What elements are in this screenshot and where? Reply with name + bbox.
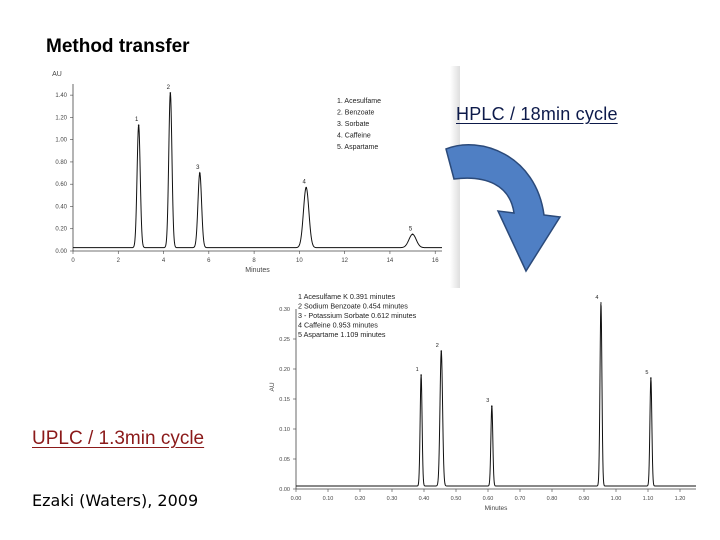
hplc-chromatogram: 0.00 0.20 0.40 0.60 0.80 1.00 1.20 1.40 0 2 4 6 8 10 1…: [37, 66, 460, 288]
x-tick-label: 0.90: [579, 496, 590, 502]
chromatogram-trace: [296, 303, 696, 487]
peak-label: 2: [167, 85, 171, 91]
peak-label: 1: [416, 367, 419, 373]
uplc-chromatogram: 0.00 0.05 0.10 0.15 0.20 0.25 0.30 0.00 0.10 0.20…: [262, 289, 708, 517]
x-tick-label: 0.60: [483, 496, 494, 502]
x-tick-label: 8: [252, 258, 256, 264]
x-tick-label: 0.30: [387, 496, 398, 502]
x-tick-label: 4: [162, 258, 166, 264]
legend-entry: 2. Benzoate: [337, 110, 374, 117]
peak-label: 3: [196, 165, 200, 171]
y-tick-label: 0.15: [279, 397, 290, 403]
citation: Ezaki (Waters), 2009: [32, 491, 199, 510]
y-axis-title: AU: [269, 382, 276, 391]
legend-entry: 3. Sorbate: [337, 121, 369, 128]
x-tick-label: 0.50: [451, 496, 462, 502]
peak-label: 4: [302, 180, 306, 186]
y-tick-label: 0.00: [279, 487, 290, 493]
legend-entry: 3 - Potassium Sorbate 0.612 minutes: [298, 311, 417, 320]
y-tick-label: 1.40: [55, 93, 67, 99]
peak-apex: [137, 124, 140, 126]
x-axis-title: Minutes: [485, 505, 509, 512]
uplc-label: UPLC / 1.3min cycle: [32, 428, 205, 449]
legend-entry: 1. Acesulfame: [337, 98, 381, 105]
x-tick-label: 0.00: [291, 496, 302, 502]
y-tick-label: 0.20: [279, 367, 290, 373]
x-tick-label: 0.80: [547, 496, 558, 502]
peak-label: 4: [595, 295, 598, 301]
chromatogram-trace: [73, 92, 442, 249]
y-tick-label: 0.00: [55, 249, 67, 255]
legend-entry: 5. Aspartame: [337, 144, 378, 151]
peak-apex: [600, 302, 602, 304]
x-tick-label: 0.70: [515, 496, 526, 502]
legend-entry: 4 Caffeine 0.953 minutes: [298, 321, 378, 330]
peak-apex: [491, 405, 493, 407]
slide-title: Method transfer: [46, 36, 190, 57]
peak-label: 5: [645, 370, 648, 376]
peak-apex: [169, 92, 172, 94]
x-tick-label: 6: [207, 258, 211, 264]
peak-label: 1: [135, 117, 139, 123]
x-tick-label: 0.20: [355, 496, 366, 502]
x-tick-label: 12: [341, 258, 348, 264]
peak-apex: [420, 374, 422, 376]
y-axis-title: AU: [52, 71, 62, 78]
peak-label: 5: [409, 226, 413, 232]
legend-entry: 2 Sodium Benzoate 0.454 minutes: [298, 302, 408, 311]
peak-apex: [650, 377, 652, 379]
x-tick-label: 10: [296, 258, 303, 264]
hplc-label: HPLC / 18min cycle: [456, 104, 618, 124]
x-tick-label: 1.00: [611, 496, 622, 502]
x-tick-label: 0.10: [323, 496, 334, 502]
x-tick-label: 0: [71, 258, 75, 264]
x-axis-title: Minutes: [245, 267, 270, 274]
y-tick-label: 0.20: [55, 227, 67, 233]
y-tick-label: 0.80: [55, 160, 67, 166]
y-tick-label: 0.10: [279, 427, 290, 433]
peak-apex: [198, 172, 201, 174]
x-tick-label: 16: [432, 258, 439, 264]
y-tick-label: 0.25: [279, 337, 290, 343]
y-tick-label: 1.00: [55, 138, 67, 144]
x-tick-label: 0.40: [419, 496, 430, 502]
x-tick-label: 1.10: [643, 496, 654, 502]
x-tick-label: 2: [117, 258, 121, 264]
legend-entry: 1 Acesulfame K 0.391 minutes: [298, 292, 395, 301]
y-tick-label: 0.40: [55, 204, 67, 210]
peak-apex: [411, 233, 414, 236]
curved-arrow-icon: [445, 144, 562, 273]
peak-label: 3: [486, 398, 489, 404]
legend-entry: 4. Caffeine: [337, 133, 371, 140]
y-tick-label: 0.30: [279, 307, 290, 313]
peak-apex: [305, 186, 307, 189]
y-tick-label: 0.60: [55, 182, 67, 188]
x-tick-label: 14: [387, 258, 394, 264]
peak-label: 2: [436, 343, 439, 349]
y-tick-label: 1.20: [55, 115, 67, 121]
legend-entry: 5 Aspartame 1.109 minutes: [298, 330, 386, 339]
hplc-chart-svg: 0.00 0.20 0.40 0.60 0.80 1.00 1.20 1.40 0 2 4 6 8 10 1…: [52, 71, 442, 274]
peak-apex: [440, 350, 443, 352]
x-tick-label: 1.20: [675, 496, 686, 502]
y-tick-label: 0.05: [279, 457, 290, 463]
uplc-chart-svg: 0.00 0.05 0.10 0.15 0.20 0.25 0.30 0.00 0.10 0.20…: [269, 292, 696, 512]
